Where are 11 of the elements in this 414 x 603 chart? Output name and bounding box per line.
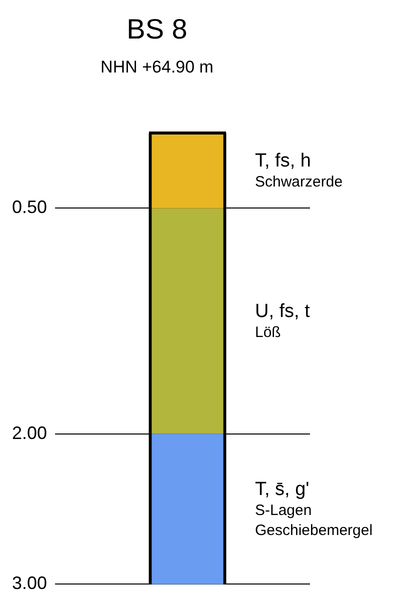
text: Schwarzerde	[255, 174, 343, 191]
text: S-Lagen Geschiebemergel	[255, 502, 373, 539]
y-tick-label: 0.50	[12, 197, 48, 218]
y-tick-label: 3.00	[12, 573, 48, 594]
y-tick-label: 2.00	[12, 422, 48, 443]
text: Löß	[255, 324, 281, 341]
chart-subtitle: NHN +64.90 m	[100, 57, 214, 76]
series-label: U, fs, t	[255, 301, 311, 322]
series-label: T, fs, h	[255, 150, 311, 172]
series-label: T, s̄, g'	[255, 479, 310, 500]
chart-title: BS 8	[126, 14, 188, 45]
